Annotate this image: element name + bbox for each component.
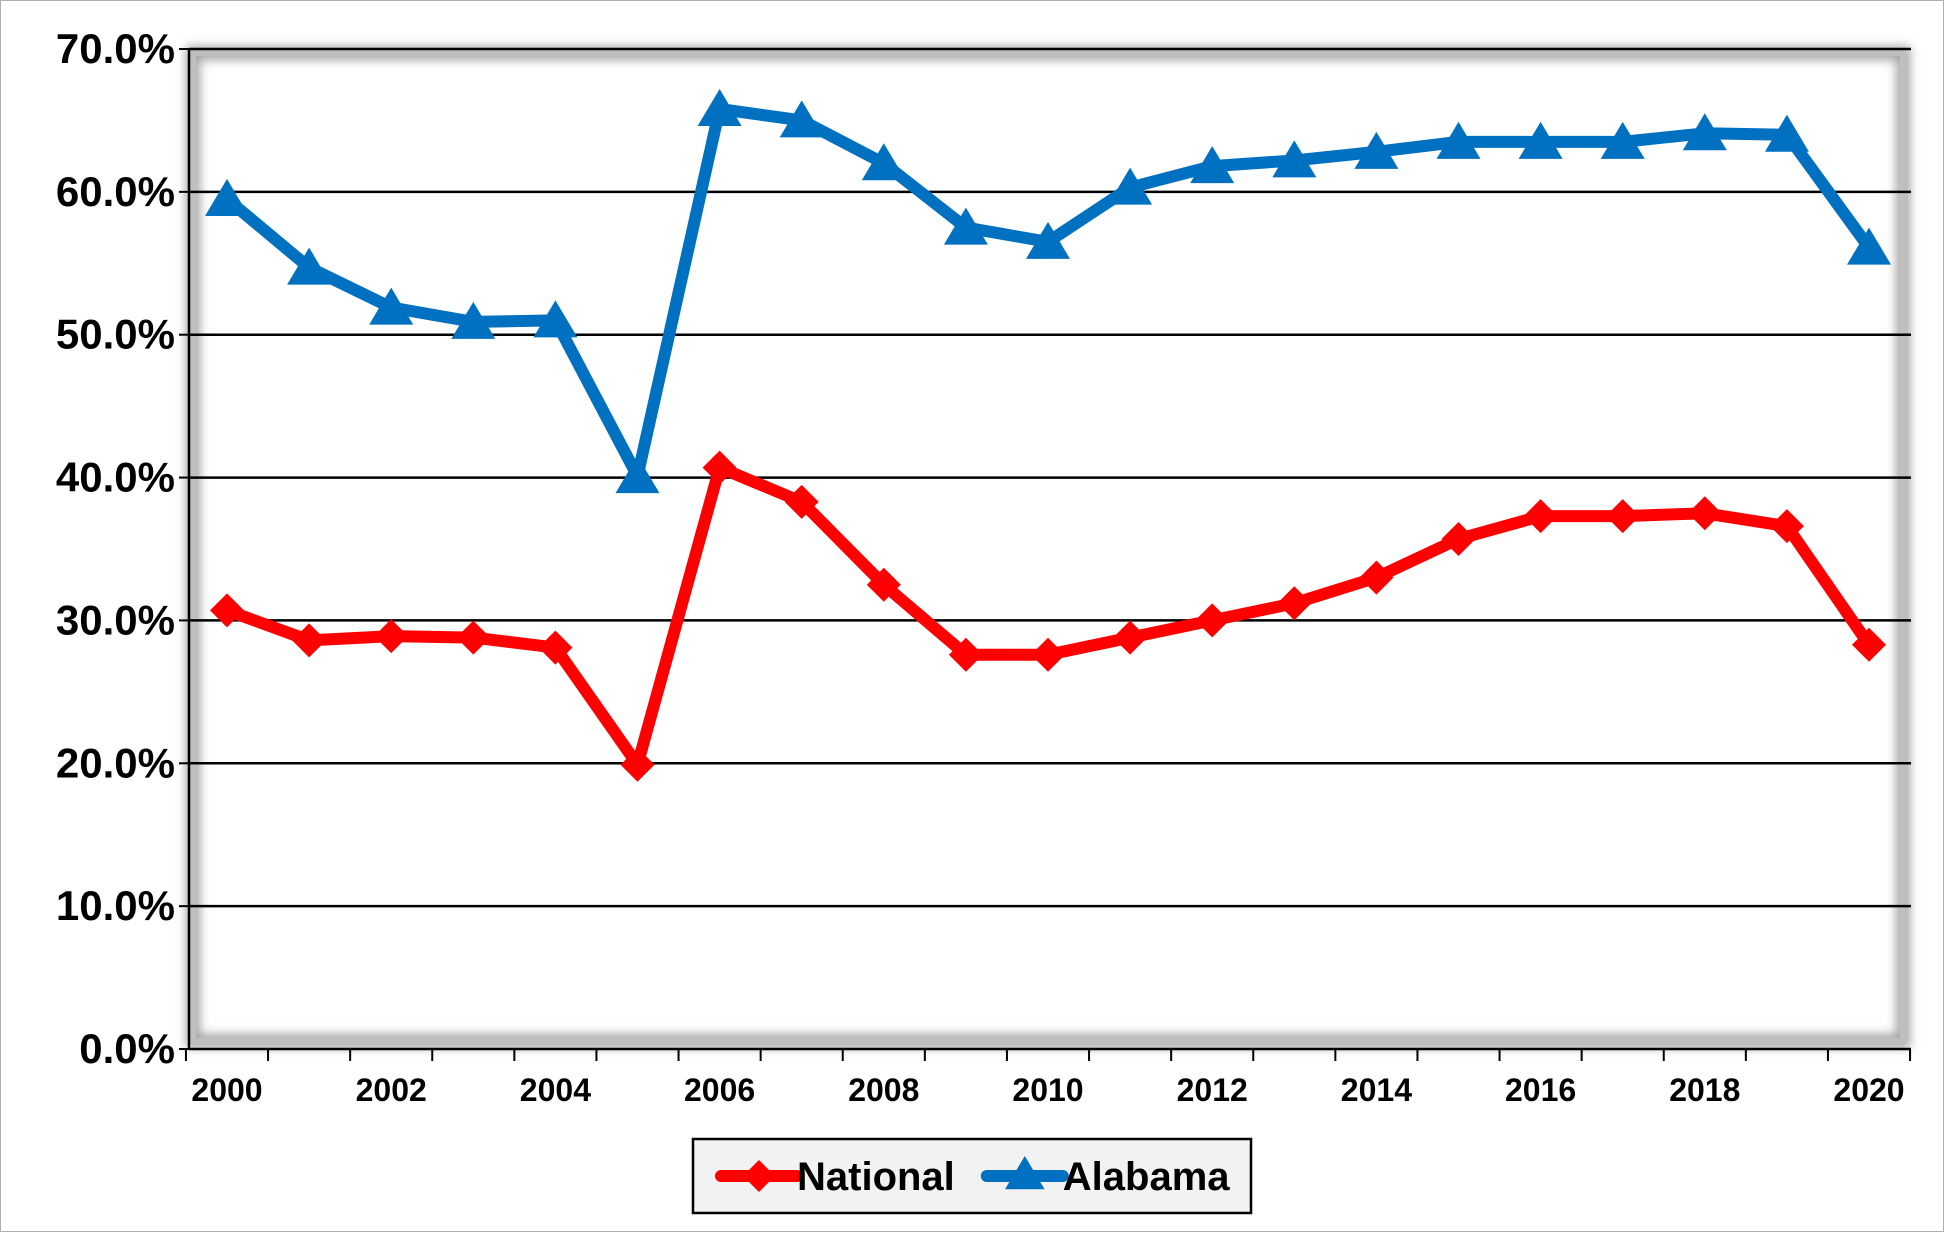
- data-point-alabama: [533, 300, 578, 338]
- legend-item-national: National: [715, 1155, 955, 1199]
- data-point-alabama: [1026, 221, 1070, 259]
- data-point-alabama: [369, 287, 414, 325]
- data-point-alabama: [861, 143, 906, 181]
- legend-label-national: National: [797, 1155, 955, 1199]
- legend-label-alabama: Alabama: [1063, 1155, 1230, 1199]
- y-tick-label: 0.0%: [79, 1025, 175, 1072]
- plot-area: [190, 50, 1906, 1044]
- y-tick-label: 50.0%: [56, 311, 175, 358]
- plot-area-shadow: [186, 46, 1910, 1048]
- data-point-alabama: [1600, 121, 1645, 159]
- data-point-national: [1605, 499, 1640, 534]
- x-tick-label: 2010: [1012, 1072, 1083, 1108]
- data-point-national: [1195, 603, 1230, 638]
- data-point-alabama: [1847, 227, 1891, 265]
- data-point-alabama: [1764, 114, 1809, 152]
- data-point-alabama: [615, 456, 660, 494]
- data-point-national: [1523, 499, 1558, 534]
- legend: National Alabama: [691, 1137, 1253, 1215]
- data-point-alabama: [697, 89, 742, 126]
- x-tick-label: 2014: [1341, 1072, 1412, 1108]
- legend-marker-national: [743, 1160, 775, 1192]
- data-point-alabama: [287, 247, 332, 285]
- x-tick-label: 2012: [1177, 1072, 1248, 1108]
- legend-marker-alabama: [1004, 1156, 1045, 1190]
- data-point-national: [1031, 637, 1065, 672]
- x-tick-label: 2002: [356, 1072, 427, 1108]
- data-point-national: [1769, 509, 1804, 544]
- data-point-national: [1441, 522, 1476, 556]
- data-point-national: [702, 450, 737, 485]
- data-point-alabama: [1518, 121, 1563, 159]
- y-tick-label: 70.0%: [56, 25, 175, 72]
- series-national: [210, 450, 1886, 782]
- data-point-national: [1687, 496, 1722, 531]
- data-point-alabama: [1272, 140, 1317, 178]
- data-point-alabama: [779, 100, 824, 138]
- data-point-national: [784, 484, 819, 519]
- data-point-national: [948, 637, 983, 672]
- data-point-national: [374, 619, 409, 654]
- data-point-alabama: [451, 301, 496, 339]
- data-point-alabama: [943, 207, 988, 245]
- y-tick-label: 30.0%: [56, 596, 175, 643]
- data-point-national: [538, 630, 573, 665]
- data-point-national: [1359, 560, 1394, 595]
- data-point-national: [620, 747, 655, 782]
- data-point-national: [866, 567, 901, 602]
- data-point-alabama: [1190, 146, 1235, 184]
- data-point-national: [1852, 627, 1886, 662]
- data-point-alabama: [1436, 121, 1481, 159]
- x-tick-label: 2020: [1833, 1072, 1904, 1108]
- x-tick-label: 2000: [191, 1072, 262, 1108]
- axes: 0.0% 10.0% 20.0% 30.0% 40.0% 50.0% 60.0% 70.0% 2…: [56, 25, 1912, 1108]
- y-tick-label: 20.0%: [56, 739, 175, 786]
- gridlines: [189, 47, 1911, 908]
- data-point-national: [1277, 586, 1312, 621]
- data-point-alabama: [1682, 113, 1727, 151]
- data-point-alabama: [205, 179, 249, 216]
- data-point-alabama: [1108, 167, 1153, 205]
- series-line-alabama: [221, 103, 1875, 483]
- x-tick-label: 2018: [1669, 1072, 1740, 1108]
- y-tick-label: 60.0%: [56, 168, 175, 215]
- legend-item-alabama: Alabama: [980, 1155, 1230, 1199]
- y-tick-label: 10.0%: [56, 882, 175, 929]
- x-tick-label: 2008: [848, 1072, 919, 1108]
- y-tick-label: 40.0%: [56, 454, 175, 501]
- series-alabama: [205, 89, 1891, 494]
- x-tick-label: 2016: [1505, 1072, 1576, 1108]
- x-tick-label: 2006: [684, 1072, 755, 1108]
- series: [205, 89, 1891, 782]
- data-point-national: [210, 593, 244, 628]
- x-tick-label: 2004: [520, 1072, 591, 1108]
- data-point-alabama: [1354, 131, 1399, 169]
- data-point-national: [292, 623, 327, 658]
- data-point-national: [1113, 620, 1148, 655]
- data-point-national: [456, 620, 491, 655]
